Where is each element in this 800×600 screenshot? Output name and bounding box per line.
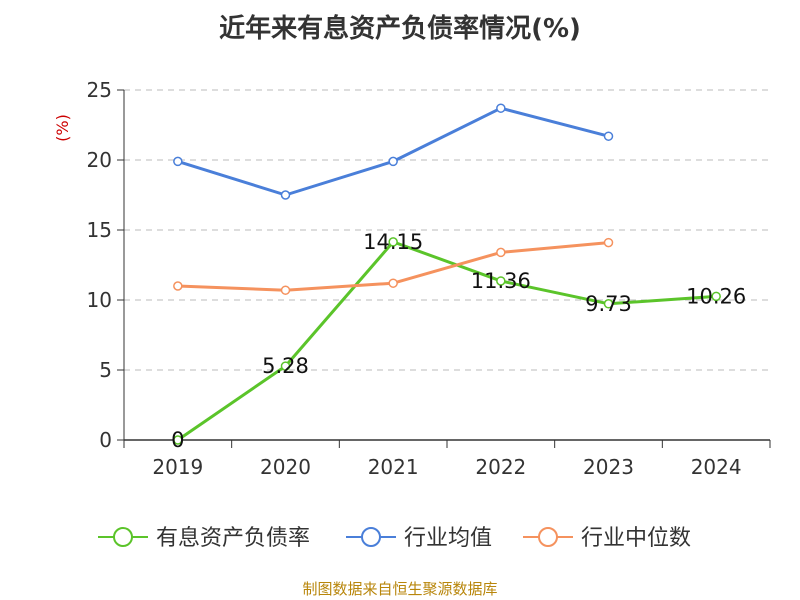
y-tick-label: 20 bbox=[87, 148, 112, 172]
data-point bbox=[496, 247, 506, 258]
y-tick-label: 5 bbox=[99, 358, 112, 382]
data-label: 14.15 bbox=[363, 230, 423, 254]
data-point bbox=[280, 361, 291, 371]
data-point bbox=[280, 285, 291, 295]
data-point bbox=[173, 156, 183, 167]
data-point bbox=[173, 435, 183, 445]
data-point bbox=[603, 299, 614, 309]
axes: 0 5 10 15 20 25 (%) 2019 2020 2021 2022 2023 2024 bbox=[53, 78, 771, 479]
data-point bbox=[388, 278, 398, 288]
data-labels: 0 5.28 14.15 11.36 9.73 10.26 bbox=[171, 230, 746, 452]
data-point bbox=[388, 156, 398, 167]
x-tick-label: 2022 bbox=[475, 455, 526, 479]
y-tick-label: 25 bbox=[87, 78, 112, 102]
data-point bbox=[603, 131, 614, 141]
legend-marker bbox=[113, 527, 133, 547]
data-point bbox=[603, 237, 614, 248]
series-line bbox=[176, 240, 717, 442]
series-line bbox=[177, 106, 609, 197]
y-tick-label: 0 bbox=[99, 428, 112, 452]
data-label: 5.28 bbox=[262, 354, 309, 378]
x-tick-label: 2019 bbox=[152, 455, 203, 479]
x-tick-label: 2023 bbox=[583, 455, 634, 479]
legend-item[interactable]: 行业中位数 bbox=[523, 526, 691, 551]
legend-label: 行业中位数 bbox=[581, 526, 691, 551]
chart-title: 近年来有息资产负债率情况(%) bbox=[219, 14, 581, 44]
x-tick-label: 2024 bbox=[691, 455, 742, 479]
legend-marker bbox=[361, 527, 381, 547]
data-label: 9.73 bbox=[585, 292, 632, 316]
y-axis-label: (%) bbox=[53, 114, 72, 142]
gridlines bbox=[124, 89, 770, 371]
legend[interactable]: 有息资产负债率 行业均值 行业中位数 bbox=[98, 526, 691, 551]
legend-item[interactable]: 行业均值 bbox=[346, 526, 492, 551]
y-tick-label: 10 bbox=[87, 288, 112, 312]
data-label: 0 bbox=[171, 428, 184, 452]
x-tick-label: 2020 bbox=[260, 455, 311, 479]
data-point bbox=[280, 190, 291, 200]
data-point bbox=[711, 291, 721, 302]
data-point bbox=[173, 281, 183, 291]
legend-marker bbox=[538, 527, 558, 547]
data-point bbox=[388, 237, 398, 247]
data-label: 11.36 bbox=[471, 269, 531, 293]
legend-item[interactable]: 有息资产负债率 bbox=[98, 526, 310, 551]
y-tick-label: 15 bbox=[87, 218, 112, 242]
data-point bbox=[496, 103, 506, 113]
data-label: 10.26 bbox=[686, 284, 746, 308]
legend-label: 行业均值 bbox=[404, 526, 492, 551]
series-lines bbox=[173, 103, 721, 445]
x-tick-label: 2021 bbox=[368, 455, 419, 479]
data-source-note: 制图数据来自恒生聚源数据库 bbox=[302, 580, 498, 598]
data-point bbox=[496, 276, 506, 286]
legend-label: 有息资产负债率 bbox=[156, 526, 310, 551]
